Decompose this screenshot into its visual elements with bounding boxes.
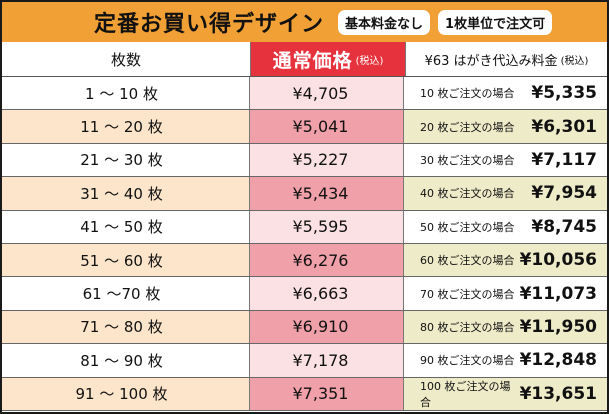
total-price: ¥13,651 <box>519 383 597 404</box>
total-price: ¥11,950 <box>519 316 597 337</box>
regular-price-cell: ¥5,041 <box>250 110 404 143</box>
total-price: ¥6,301 <box>531 116 597 137</box>
regular-price-label: 通常価格 <box>272 49 353 72</box>
regular-price-cell: ¥5,227 <box>250 143 404 177</box>
table-row: 91 〜 100 枚 ¥7,351 100 枚ご注文の場合 ¥13,651 <box>2 377 607 411</box>
total-price: ¥5,335 <box>531 83 597 104</box>
table-row: 61 〜70 枚 ¥6,663 70 枚ご注文の場合 ¥11,073 <box>2 277 607 311</box>
quantity-cell: 1 〜 10 枚 <box>2 77 250 110</box>
regular-price-cell: ¥4,705 <box>250 77 404 110</box>
postcard-total-cell: 20 枚ご注文の場合 ¥6,301 <box>404 110 607 143</box>
price-rows: 1 〜 10 枚 ¥4,705 10 枚ご注文の場合 ¥5,335 11 〜 20 枚 ¥… <box>2 77 607 411</box>
table-row: 31 〜 40 枚 ¥5,434 40 枚ご注文の場合 ¥7,954 <box>2 177 607 211</box>
table-row: 1 〜 10 枚 ¥4,705 10 枚ご注文の場合 ¥5,335 <box>2 77 607 111</box>
page-title: 定番お買い得デザイン <box>94 12 325 37</box>
quantity-cell: 61 〜70 枚 <box>2 277 250 310</box>
order-quantity-label: 30 枚ご注文の場合 <box>420 153 515 167</box>
postcard-total-cell: 40 枚ご注文の場合 ¥7,954 <box>404 177 607 210</box>
quantity-cell: 71 〜 80 枚 <box>2 310 250 344</box>
unit-order-badge: 1枚単位で注文可 <box>438 9 553 35</box>
table-row: 81 〜 90 枚 ¥7,178 90 枚ご注文の場合 ¥12,848 <box>2 344 607 378</box>
total-price: ¥10,056 <box>519 250 597 271</box>
order-quantity-label: 70 枚ご注文の場合 <box>420 287 515 301</box>
basic-fee-badge: 基本料金なし <box>338 9 431 35</box>
table-row: 51 〜 60 枚 ¥6,276 60 枚ご注文の場合 ¥10,056 <box>2 243 607 278</box>
quantity-column-header: 枚数 <box>2 42 251 76</box>
postcard-price-label: ¥63 はがき代込み料金 <box>424 53 558 69</box>
quantity-cell: 51 〜 60 枚 <box>2 243 250 277</box>
postcard-total-cell: 10 枚ご注文の場合 ¥5,335 <box>404 77 607 110</box>
quantity-cell: 11 〜 20 枚 <box>2 110 250 143</box>
postcard-total-cell: 100 枚ご注文の場合 ¥13,651 <box>404 377 607 410</box>
quantity-cell: 21 〜 30 枚 <box>2 143 250 177</box>
order-quantity-label: 50 枚ご注文の場合 <box>420 220 515 234</box>
total-price: ¥12,848 <box>519 350 597 371</box>
quantity-cell: 41 〜 50 枚 <box>2 210 250 243</box>
total-price: ¥7,954 <box>531 183 597 204</box>
postcard-total-cell: 60 枚ご注文の場合 ¥10,056 <box>404 243 607 277</box>
postcard-price-column-header: ¥63 はがき代込み料金 (税込) <box>406 42 607 76</box>
regular-price-cell: ¥5,434 <box>250 177 404 210</box>
quantity-cell: 31 〜 40 枚 <box>2 177 250 210</box>
postcard-total-cell: 30 枚ご注文の場合 ¥7,117 <box>404 143 607 177</box>
order-quantity-label: 20 枚ご注文の場合 <box>420 120 515 134</box>
postcard-total-cell: 50 枚ご注文の場合 ¥8,745 <box>404 210 607 243</box>
table-row: 11 〜 20 枚 ¥5,041 20 枚ご注文の場合 ¥6,301 <box>2 110 607 144</box>
regular-price-column-header: 通常価格 (税込) <box>251 42 406 76</box>
order-quantity-label: 90 枚ご注文の場合 <box>420 354 515 368</box>
regular-price-cell: ¥6,276 <box>250 243 404 277</box>
tax-included-note: (税込) <box>560 55 589 67</box>
regular-price-cell: ¥7,178 <box>250 344 404 377</box>
regular-price-cell: ¥7,351 <box>250 377 404 410</box>
regular-price-cell: ¥6,663 <box>250 277 404 310</box>
order-quantity-label: 80 枚ご注文の場合 <box>420 320 515 334</box>
regular-price-cell: ¥5,595 <box>250 210 404 243</box>
regular-price-cell: ¥6,910 <box>250 310 404 344</box>
quantity-cell: 81 〜 90 枚 <box>2 344 250 377</box>
postcard-total-cell: 80 枚ご注文の場合 ¥11,950 <box>404 310 607 344</box>
postcard-total-cell: 90 枚ご注文の場合 ¥12,848 <box>404 344 607 377</box>
order-quantity-label: 40 枚ご注文の場合 <box>420 187 515 201</box>
quantity-cell: 91 〜 100 枚 <box>2 377 250 410</box>
tax-included-note: (税込) <box>355 55 384 67</box>
table-row: 41 〜 50 枚 ¥5,595 50 枚ご注文の場合 ¥8,745 <box>2 210 607 244</box>
order-quantity-label: 10 枚ご注文の場合 <box>420 87 515 101</box>
postcard-total-cell: 70 枚ご注文の場合 ¥11,073 <box>404 277 607 310</box>
order-quantity-label: 100 枚ご注文の場合 <box>420 379 511 409</box>
total-price: ¥7,117 <box>531 149 597 170</box>
table-header: 枚数 通常価格 (税込) ¥63 はがき代込み料金 (税込) <box>2 42 607 77</box>
table-row: 71 〜 80 枚 ¥6,910 80 枚ご注文の場合 ¥11,950 <box>2 310 607 345</box>
total-price: ¥11,073 <box>519 283 597 304</box>
table-row: 21 〜 30 枚 ¥5,227 30 枚ご注文の場合 ¥7,117 <box>2 143 607 178</box>
order-quantity-label: 60 枚ご注文の場合 <box>420 254 515 268</box>
title-bar: 定番お買い得デザイン 基本料金なし 1枚単位で注文可 <box>2 2 607 42</box>
total-price: ¥8,745 <box>531 216 597 237</box>
